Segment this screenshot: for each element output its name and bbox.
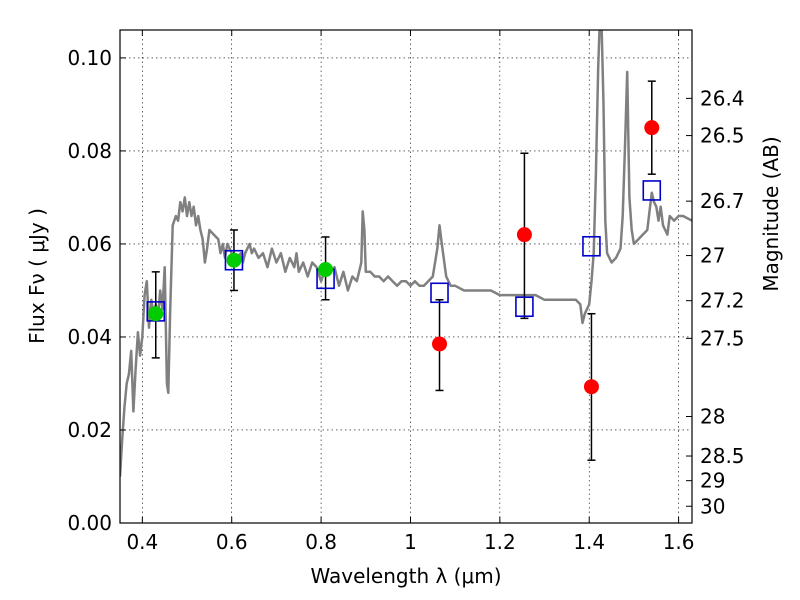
magnitude-tick-label: 27.5 <box>700 326 745 350</box>
red-data-point <box>583 379 599 395</box>
y-tick-label: 0.06 <box>67 232 112 256</box>
y-tick-label: 0.02 <box>67 418 112 442</box>
magnitude-tick-label: 28 <box>700 404 725 428</box>
magnitude-tick-label: 26.5 <box>700 124 745 148</box>
x-tick-label: 1 <box>404 530 417 554</box>
y-axis-right-label: Magnitude (AB) <box>759 136 783 291</box>
axis-ticks <box>120 30 692 524</box>
magnitude-tick-label: 26.7 <box>700 189 745 213</box>
plot-frame <box>119 29 693 524</box>
y-tick-label: 0.04 <box>67 325 112 349</box>
model-photometry-square <box>430 282 449 304</box>
model-photometry-square <box>642 180 662 201</box>
data-marks-layer <box>146 80 662 461</box>
y-tick-label: 0.08 <box>67 139 112 163</box>
model-spectrum-line <box>120 30 692 477</box>
model-photometry-square <box>582 235 601 257</box>
model-photometry-square <box>224 249 244 271</box>
x-tick-label: 0.4 <box>126 530 158 554</box>
x-tick-label: 1.6 <box>663 530 695 554</box>
model-spectrum-layer <box>120 30 692 477</box>
red-data-point <box>432 336 448 352</box>
model-photometry-square <box>515 296 534 318</box>
x-axis-label: Wavelength λ (μm) <box>310 564 501 588</box>
red-data-point <box>516 227 532 243</box>
y-tick-label: 0.10 <box>67 46 112 70</box>
magnitude-tick-label: 30 <box>700 494 725 518</box>
x-tick-label: 1.4 <box>573 530 605 554</box>
x-tick-label: 0.6 <box>216 530 248 554</box>
red-data-point <box>644 120 660 136</box>
magnitude-tick-label: 29 <box>700 469 725 493</box>
x-tick-label: 0.8 <box>305 530 337 554</box>
y-axis-label: Flux Fν ( μJy ) <box>25 208 49 344</box>
green-data-point <box>226 252 242 268</box>
tick-labels: 0.4 0.6 0.8 1 1.2 1.4 1.6 0.00 0.02 0.04 0.06 0.08 0… <box>67 46 744 554</box>
magnitude-tick-label: 26.4 <box>700 86 745 110</box>
green-data-point <box>318 262 334 278</box>
y-tick-label: 0.00 <box>67 511 112 535</box>
magnitude-tick-label: 27.2 <box>700 289 745 313</box>
magnitude-tick-label: 28.5 <box>700 444 745 468</box>
green-data-point <box>148 306 164 322</box>
grid <box>120 30 692 524</box>
magnitude-tick-label: 27 <box>700 244 725 268</box>
plot-background <box>120 30 692 523</box>
x-tick-label: 1.2 <box>484 530 516 554</box>
